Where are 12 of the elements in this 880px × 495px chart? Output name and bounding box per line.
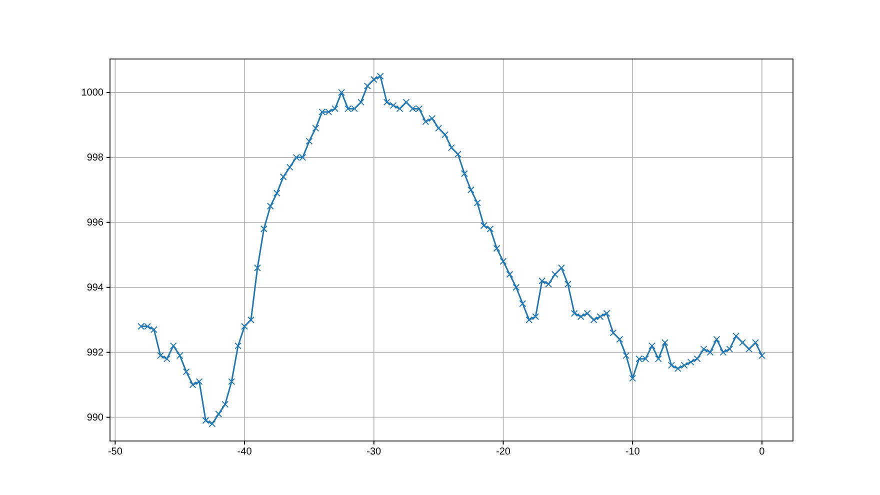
y-tick-label: 1000 — [81, 88, 104, 99]
x-tick-label: -50 — [108, 446, 123, 458]
x-tick-label: -10 — [625, 446, 640, 458]
y-tick-label: 996 — [86, 218, 104, 229]
x-tick-label: -20 — [496, 446, 511, 458]
y-tick-label: 990 — [86, 412, 104, 424]
y-tick-label: 998 — [86, 152, 104, 164]
x-tick-label: -40 — [237, 446, 252, 458]
x-tick-label: 0 — [759, 446, 766, 458]
y-tick-label: 992 — [86, 348, 104, 359]
y-tick-label: 994 — [86, 282, 104, 294]
x-tick-label: -30 — [366, 446, 382, 458]
